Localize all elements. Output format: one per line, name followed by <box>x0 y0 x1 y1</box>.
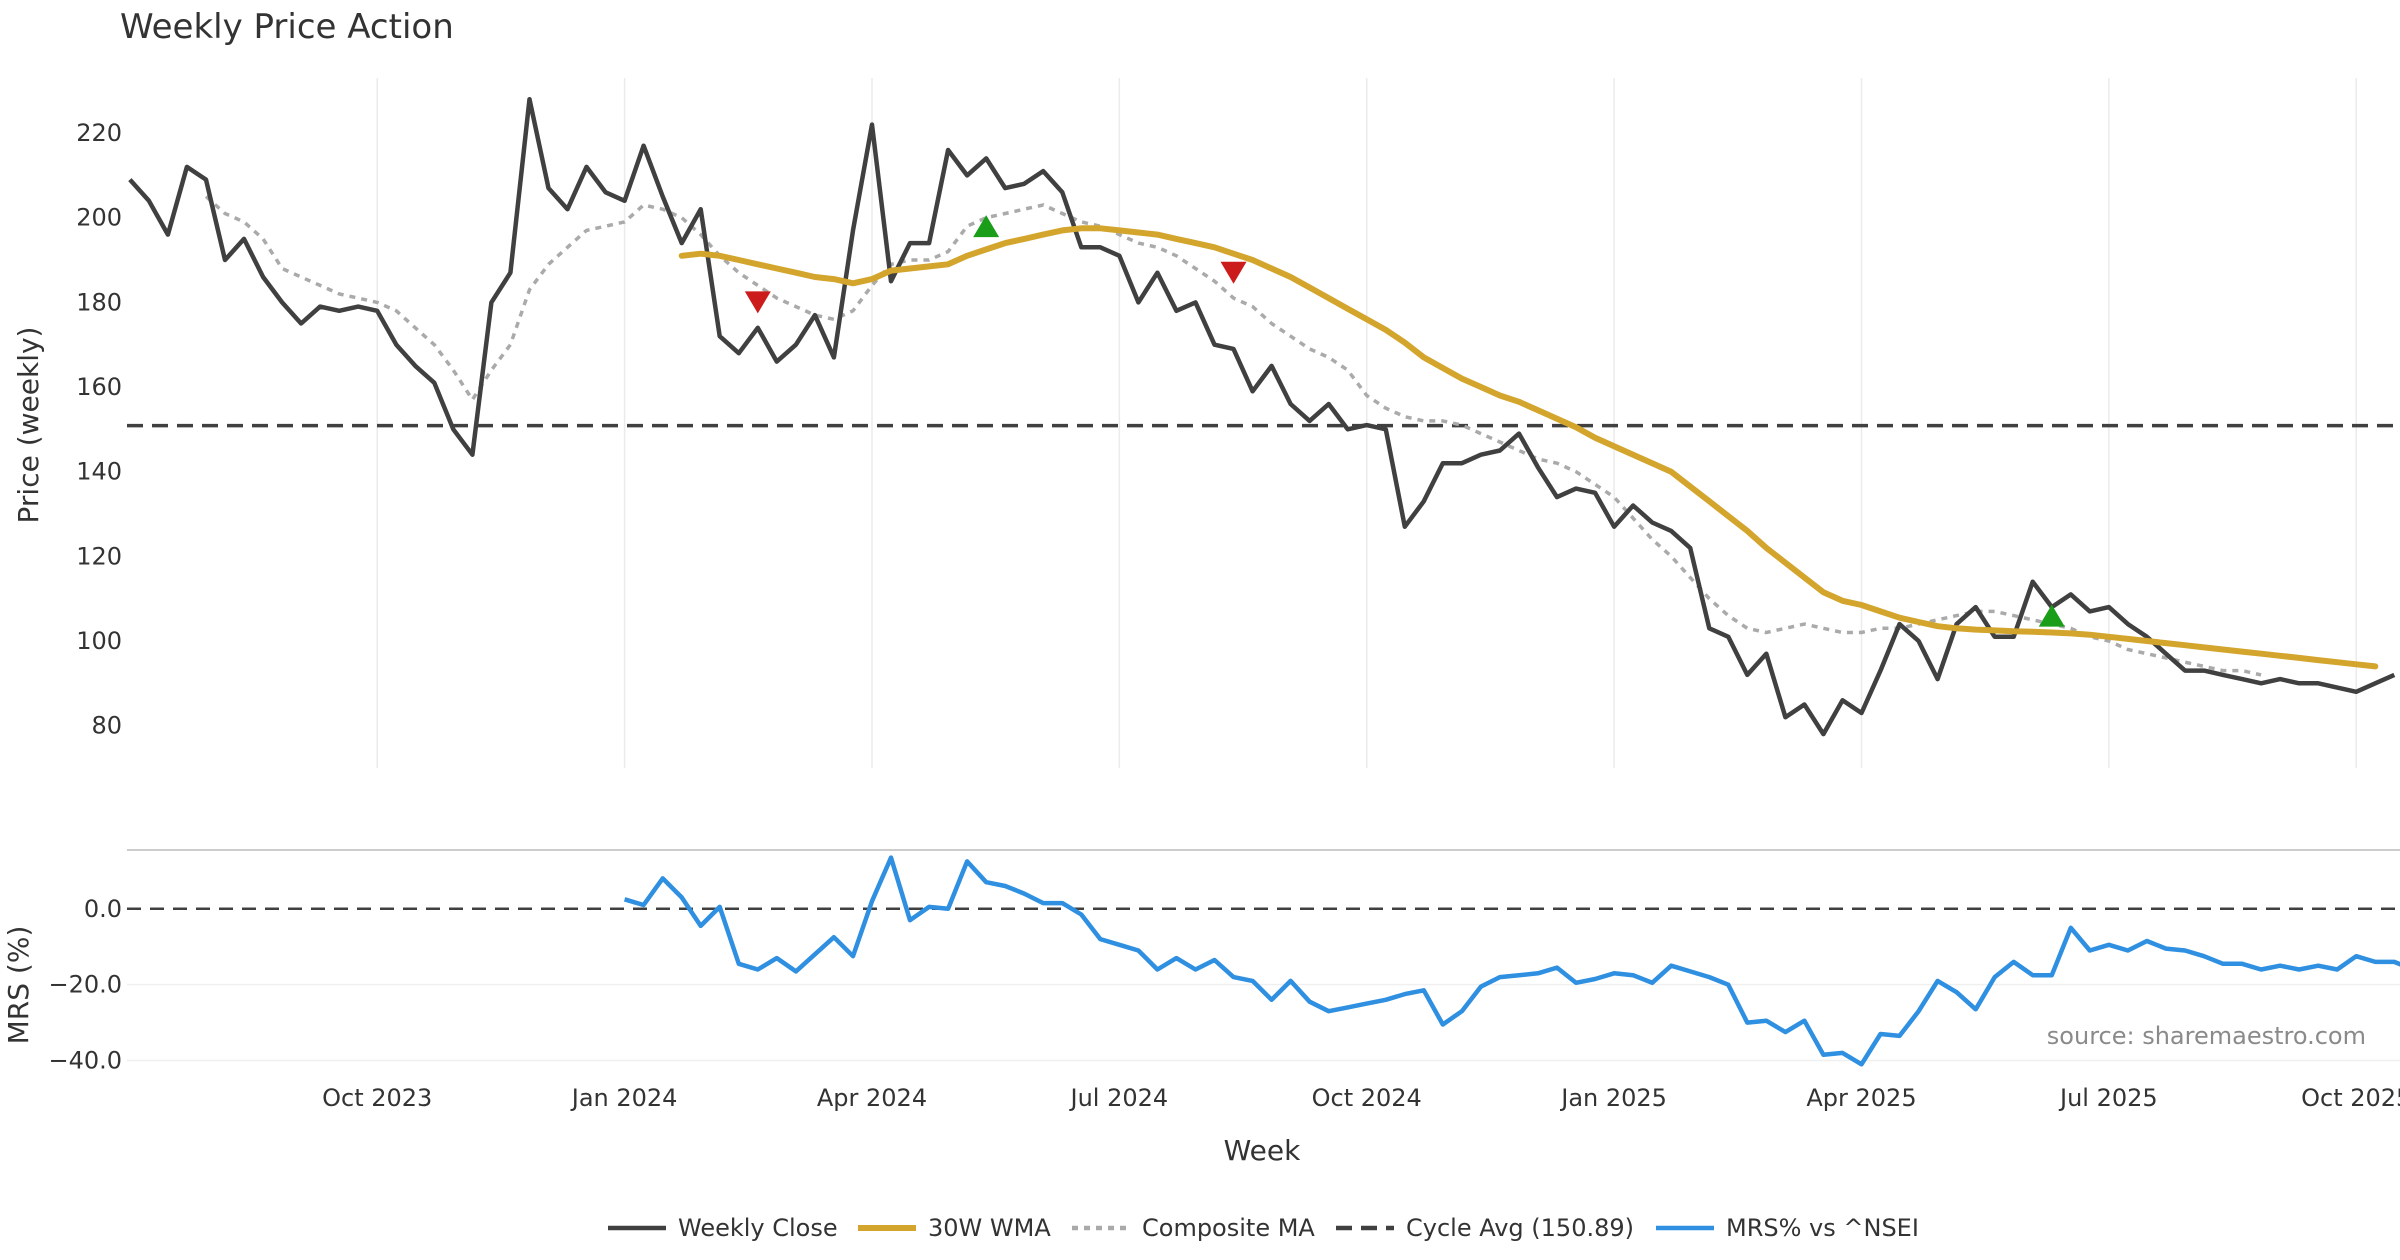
price-series <box>127 96 2400 737</box>
x-tick-label: Apr 2024 <box>817 1084 927 1112</box>
x-tick-label: Apr 2025 <box>1806 1084 1916 1112</box>
legend-item-weekly_close: Weekly Close <box>608 1214 838 1242</box>
x-tick-label: Jan 2025 <box>1559 1084 1667 1112</box>
x-tick-label: Oct 2024 <box>1312 1084 1422 1112</box>
legend-label-weekly_close: Weekly Close <box>678 1214 838 1242</box>
x-axis-title: Week <box>1224 1134 1301 1167</box>
legend-item-mrs: MRS% vs ^NSEI <box>1656 1214 1919 1242</box>
signal-markers <box>744 215 2065 627</box>
sell-signal-marker <box>1220 261 1247 284</box>
mrs-gridlines <box>127 983 2400 1062</box>
x-tick-label: Jan 2024 <box>570 1084 678 1112</box>
sell-signal-marker <box>744 291 771 314</box>
x-tick-label: Oct 2023 <box>322 1084 432 1112</box>
mrs-y-tick-labels: 0.0 −20.0 −40.0 <box>48 895 122 1075</box>
legend-label-cycle: Cycle Avg (150.89) <box>1406 1214 1634 1242</box>
chart-legend: Weekly Close 30W WMA Composite MA Cycle Avg… <box>608 1214 1919 1242</box>
wma-30-line <box>678 225 2379 670</box>
x-tick-label: Oct 2025 <box>2301 1084 2400 1112</box>
price-y-tick-label: 220 <box>76 119 122 147</box>
legend-item-cycle: Cycle Avg (150.89) <box>1336 1214 1634 1242</box>
mrs-series <box>127 855 2400 1067</box>
weekly-close-line <box>128 96 2396 737</box>
mrs-line <box>623 855 2400 1067</box>
buy-signal-marker <box>2038 604 2065 627</box>
price-y-tick-labels: 80 100 120 140 160 180 200 220 <box>76 119 122 740</box>
price-y-tick-label: 80 <box>91 712 122 740</box>
x-tick-label: Jul 2024 <box>1069 1084 1169 1112</box>
x-tick-label: Jul 2025 <box>2058 1084 2158 1112</box>
price-y-tick-label: 160 <box>76 373 122 401</box>
chart-title: Weekly Price Action <box>120 7 454 47</box>
price-y-axis-title: Price (weekly) <box>12 327 45 524</box>
price-y-tick-label: 180 <box>76 288 122 316</box>
price-y-tick-label: 120 <box>76 542 122 570</box>
x-tick-labels: Oct 2023 Jan 2024 Apr 2024 Jul 2024 Oct 2024… <box>322 1084 2400 1112</box>
source-credit: source: sharemaestro.com <box>2047 1022 2366 1050</box>
legend-label-wma: 30W WMA <box>928 1214 1051 1242</box>
mrs-y-axis-title: MRS (%) <box>2 926 35 1045</box>
price-y-tick-label: 140 <box>76 458 122 486</box>
price-y-tick-label: 100 <box>76 627 122 655</box>
price-y-tick-label: 200 <box>76 204 122 232</box>
mrs-y-tick-label: −40.0 <box>48 1047 122 1075</box>
buy-signal-marker <box>973 215 1000 238</box>
legend-label-mrs: MRS% vs ^NSEI <box>1726 1214 1919 1242</box>
legend-item-composite: Composite MA <box>1072 1214 1315 1242</box>
mrs-y-tick-label: 0.0 <box>84 895 122 923</box>
mrs-y-tick-label: −20.0 <box>48 971 122 999</box>
legend-item-wma: 30W WMA <box>858 1214 1051 1242</box>
legend-label-composite: Composite MA <box>1142 1214 1315 1242</box>
